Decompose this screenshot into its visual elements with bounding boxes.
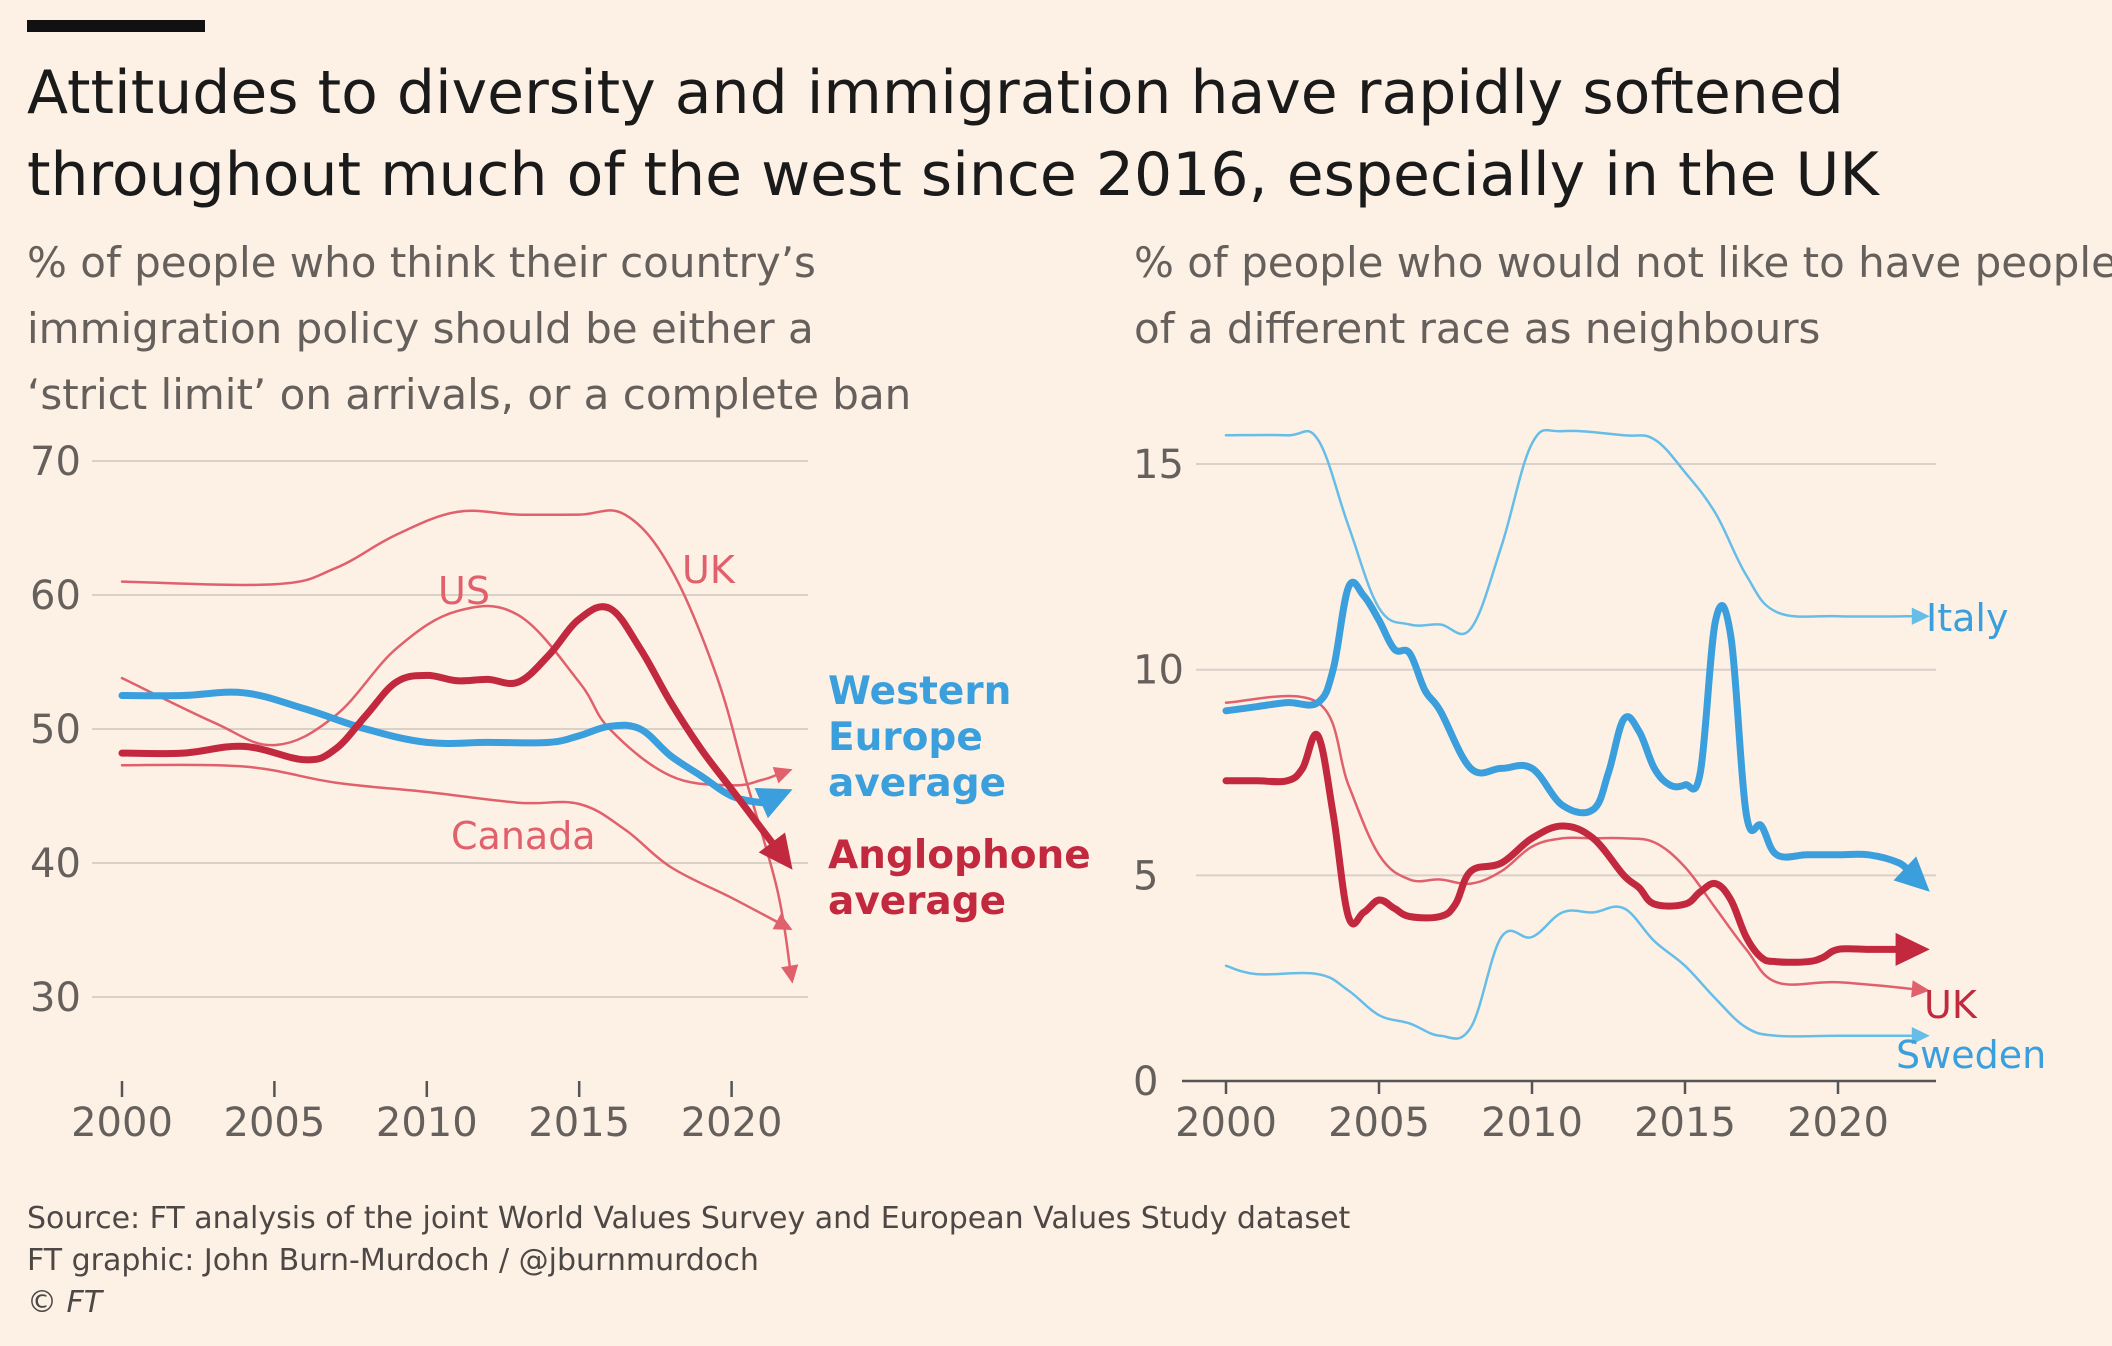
label-western-europe-average: Europe: [828, 715, 983, 760]
subtitle-line: % of people who think their country’s: [27, 238, 816, 287]
right-chart-neighbours: % of people who would not like to have p…: [1133, 238, 2112, 1146]
footer: Source: FT analysis of the joint World V…: [27, 1198, 1350, 1324]
copyright: © FT: [27, 1285, 103, 1320]
label-western-europe-average: average: [828, 761, 1006, 806]
series-line-anglophone-average: [118, 603, 780, 852]
x-tick-label: 2020: [1787, 1100, 1889, 1146]
arrowhead-italy-thick: [1893, 856, 1930, 892]
label-uk-right: UK: [1924, 983, 1978, 1027]
label-anglophone-average: average: [828, 879, 1006, 924]
y-tick-label: 70: [30, 439, 81, 485]
series-line-sweden: [1224, 905, 1918, 1040]
label-italy: Italy: [1926, 596, 2008, 640]
y-tick-label: 30: [30, 975, 81, 1021]
y-tick-label: 60: [30, 573, 81, 619]
arrowhead-canada: [772, 913, 793, 930]
series-line-italy: [1224, 428, 1918, 636]
top-accent-bar: [27, 20, 205, 32]
graphic-credit: FT graphic: John Burn-Murdoch / @jburnmu…: [27, 1243, 759, 1278]
x-tick-label: 2000: [71, 1100, 173, 1146]
label-us: US: [438, 569, 490, 613]
x-tick-label: 2010: [376, 1100, 478, 1146]
y-tick-label: 10: [1133, 648, 1184, 694]
series-line-canada: [120, 763, 782, 925]
arrowhead-anglophone-average: [758, 832, 793, 870]
label-canada: Canada: [451, 814, 596, 858]
series-line-uk-thick: [1222, 730, 1907, 966]
label-anglophone-average: Anglophone: [828, 833, 1091, 878]
arrowhead-uk: [781, 964, 799, 984]
label-uk: UK: [682, 548, 736, 592]
x-tick-label: 2020: [681, 1100, 783, 1146]
y-tick-label: 40: [30, 841, 81, 887]
series-line-italy-thick: [1222, 578, 1914, 878]
label-western-europe-average: Western: [828, 669, 1011, 714]
left-chart-immigration: % of people who think their country’s imm…: [27, 238, 1091, 1146]
x-tick-label: 2000: [1175, 1100, 1277, 1146]
x-tick-label: 2005: [1328, 1100, 1430, 1146]
x-tick-label: 2005: [224, 1100, 326, 1146]
arrowhead-us: [772, 766, 793, 784]
subtitle-line: ‘strict limit’ on arrivals, or a complet…: [27, 370, 911, 419]
y-tick-label: 50: [30, 707, 81, 753]
arrowhead-uk-thick: [1895, 932, 1930, 966]
x-tick-label: 2015: [528, 1100, 630, 1146]
y-tick-label: 5: [1133, 853, 1158, 899]
y-tick-label: 0: [1133, 1059, 1158, 1105]
x-tick-label: 2015: [1634, 1100, 1736, 1146]
headline: Attitudes to diversity and immigration h…: [27, 58, 1879, 210]
subtitle-line: of a different race as neighbours: [1134, 304, 1820, 353]
series-line-western-europe-average: [118, 688, 772, 807]
x-tick-label: 2010: [1481, 1100, 1583, 1146]
arrowhead-western-europe-average: [754, 787, 793, 819]
series-line-uk: [120, 509, 792, 972]
subtitle-line: % of people who would not like to have p…: [1134, 238, 2112, 287]
y-tick-label: 15: [1133, 442, 1184, 488]
arrowhead-uk: [1911, 980, 1930, 998]
arrowhead-sweden: [1911, 1027, 1930, 1045]
label-sweden: Sweden: [1896, 1033, 2046, 1077]
source-note: Source: FT analysis of the joint World V…: [27, 1201, 1351, 1236]
arrowhead-italy: [1911, 607, 1930, 625]
series-line-uk: [1224, 694, 1918, 991]
subtitle-line: immigration policy should be either a: [27, 304, 814, 353]
